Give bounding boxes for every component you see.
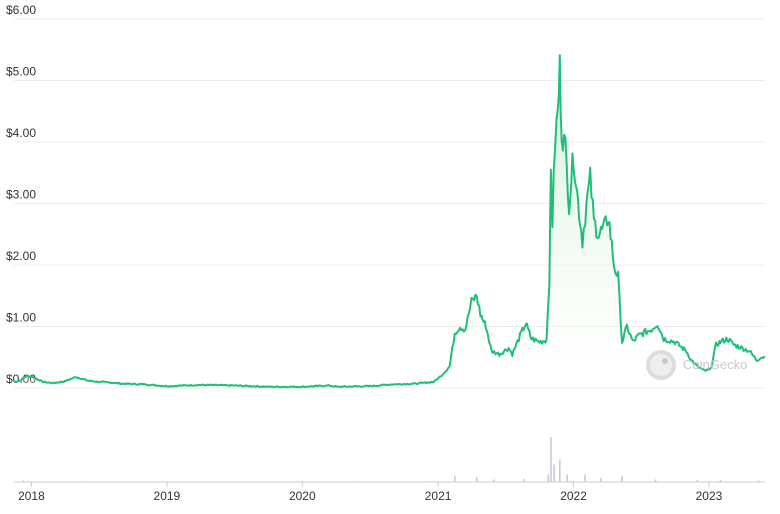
- y-tick-label: $6.00: [6, 3, 36, 17]
- volume-bar: [493, 479, 495, 482]
- x-tick-label: 2022: [560, 489, 587, 503]
- price-line-series: [13, 54, 766, 389]
- gecko-logo-inner: [650, 354, 672, 376]
- grid: [14, 18, 765, 483]
- y-tick-label: $5.00: [6, 65, 36, 79]
- y-axis: $0.00$1.00$2.00$3.00$4.00$5.00$6.00: [6, 3, 36, 386]
- watermark: CoinGecko: [646, 350, 747, 380]
- volume-bar: [599, 478, 602, 482]
- volume-bar: [425, 481, 428, 482]
- volume-bar: [757, 480, 760, 482]
- x-axis: 2018 2019 2020 2021 2022 2023: [18, 482, 723, 503]
- volume-bar: [523, 479, 525, 482]
- x-tick-label: 2019: [154, 489, 181, 503]
- volume-bar: [559, 459, 561, 482]
- gecko-logo-eye: [662, 358, 668, 364]
- x-tick-label: 2021: [425, 489, 452, 503]
- watermark-text: CoinGecko: [683, 357, 747, 372]
- volume-bar: [654, 479, 657, 482]
- volume-bar: [719, 480, 722, 482]
- y-tick-label: $1.00: [6, 311, 36, 325]
- x-tick-label: 2023: [696, 489, 723, 503]
- price-area: [14, 55, 765, 388]
- volume-bar: [696, 480, 699, 482]
- x-tick-label: 2018: [18, 489, 45, 503]
- x-tick-label: 2020: [289, 489, 316, 503]
- volume-bar: [553, 464, 556, 482]
- volume-series: [22, 437, 760, 482]
- volume-bar: [454, 476, 456, 482]
- volume-bar: [475, 477, 478, 482]
- y-tick-label: $3.00: [6, 188, 36, 202]
- price-area-fill: [14, 55, 765, 388]
- volume-bar: [22, 480, 25, 482]
- volume-bar: [584, 474, 586, 482]
- y-tick-label: $2.00: [6, 249, 36, 263]
- price-line: [13, 54, 766, 389]
- volume-bar: [86, 481, 89, 482]
- volume-bar: [566, 474, 569, 482]
- y-tick-label: $4.00: [6, 126, 36, 140]
- volume-bar: [621, 476, 623, 482]
- volume-bar: [547, 474, 550, 482]
- volume-bar: [550, 437, 552, 482]
